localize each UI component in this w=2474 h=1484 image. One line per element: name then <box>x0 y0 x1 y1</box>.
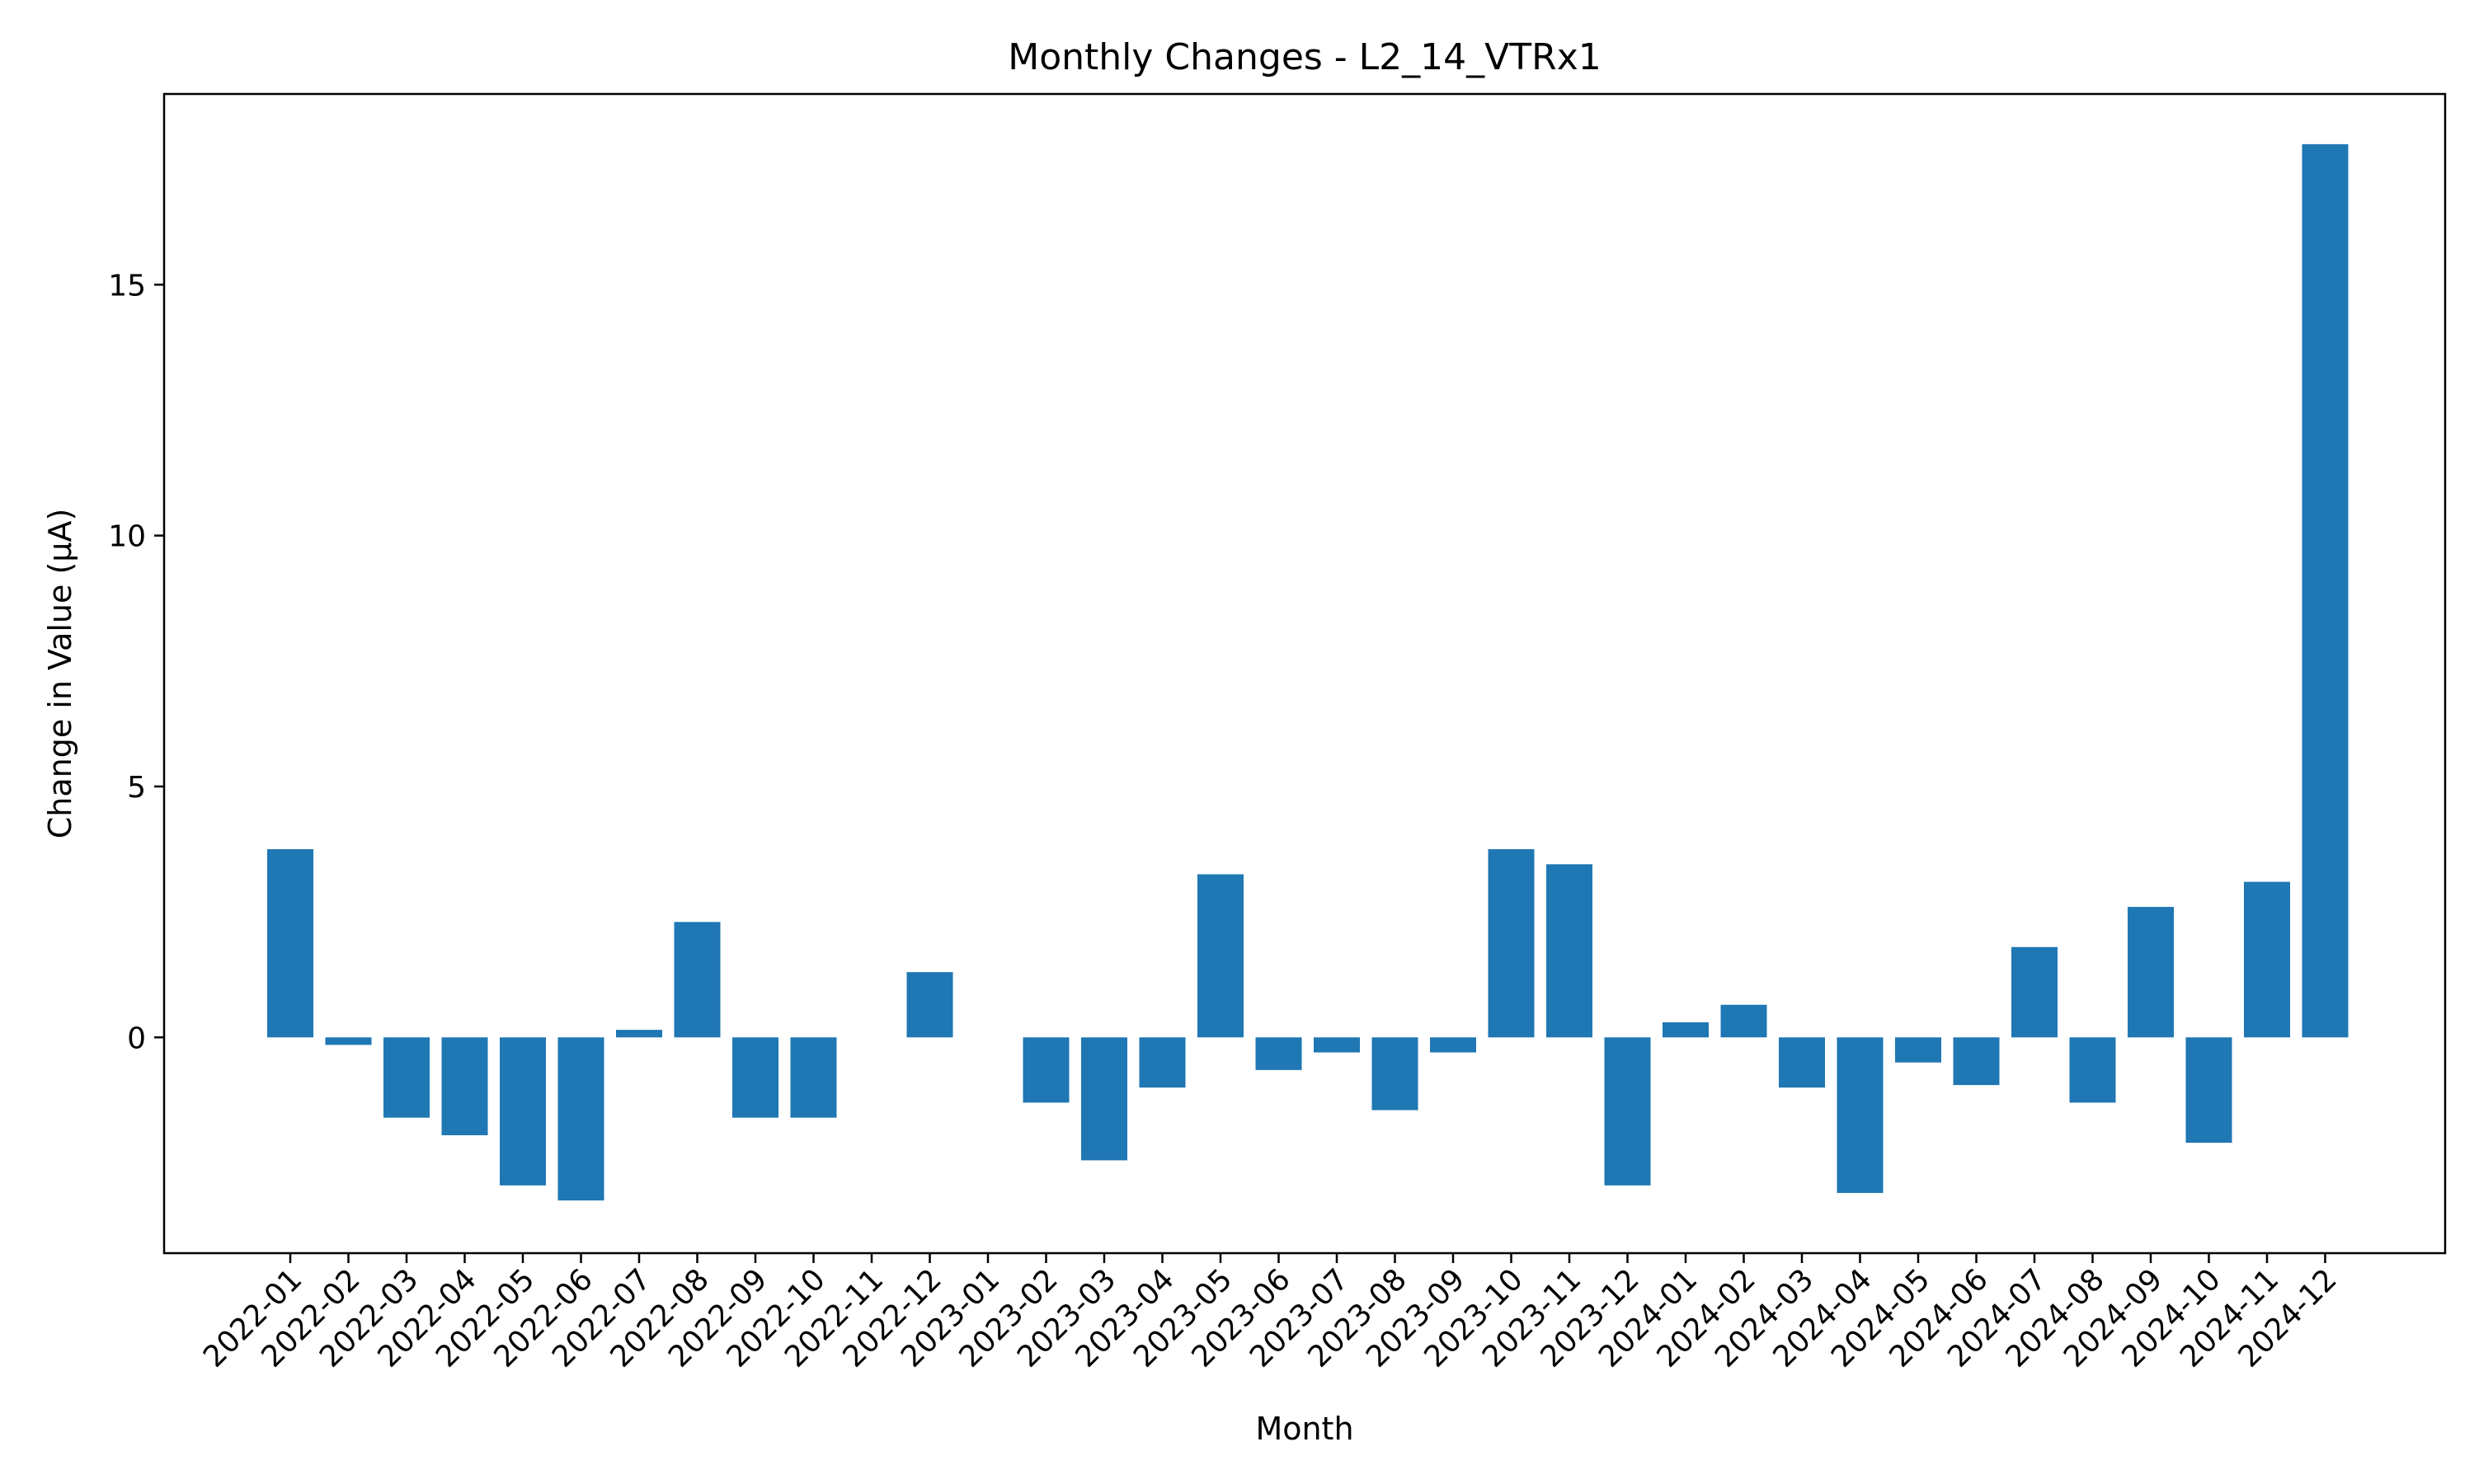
bar-2023-05 <box>1197 874 1244 1038</box>
y-tick-label: 15 <box>108 269 146 303</box>
bar-2024-04 <box>1837 1037 1884 1193</box>
bar-2024-09 <box>2128 907 2174 1038</box>
bar-2022-12 <box>906 972 953 1038</box>
y-tick-label: 5 <box>127 771 146 805</box>
bar-2024-01 <box>1663 1022 1709 1038</box>
bar-2022-02 <box>325 1037 372 1045</box>
bar-2023-08 <box>1371 1037 1418 1111</box>
chart-title: Monthly Changes - L2_14_VTRx1 <box>1008 36 1601 78</box>
bar-2022-10 <box>790 1037 837 1118</box>
y-tick-label: 10 <box>108 520 146 554</box>
bar-2023-06 <box>1255 1037 1302 1070</box>
bar-2023-04 <box>1139 1037 1186 1088</box>
x-axis-ticks: 2022-012022-022022-032022-042022-052022-… <box>197 1253 2344 1374</box>
bar-2023-03 <box>1081 1037 1127 1161</box>
bar-2022-05 <box>500 1037 546 1186</box>
bar-2024-03 <box>1779 1037 1825 1088</box>
bars-group <box>267 143 2349 1201</box>
bar-2024-07 <box>2011 946 2058 1038</box>
bar-2023-11 <box>1546 864 1592 1038</box>
plot-frame <box>162 92 2447 1255</box>
bar-2022-07 <box>616 1030 662 1038</box>
bar-2022-03 <box>383 1037 430 1118</box>
bar-2023-09 <box>1430 1037 1476 1053</box>
bar-2022-04 <box>441 1037 488 1135</box>
bar-2024-02 <box>1720 1004 1767 1038</box>
y-tick-label: 0 <box>127 1021 146 1055</box>
bar-2024-06 <box>1953 1037 2000 1086</box>
bar-2022-06 <box>557 1037 604 1201</box>
bar-2023-02 <box>1023 1037 1070 1103</box>
bar-2024-08 <box>2069 1037 2116 1103</box>
bar-2024-11 <box>2244 881 2290 1038</box>
bar-2022-08 <box>674 922 721 1038</box>
bar-2023-10 <box>1488 849 1535 1038</box>
bar-2023-12 <box>1604 1037 1651 1186</box>
y-axis-ticks: 0 5 10 15 <box>108 269 164 1055</box>
bar-2024-12 <box>2302 143 2349 1038</box>
bar-2023-07 <box>1314 1037 1360 1053</box>
x-axis-label: Month <box>1255 1411 1353 1447</box>
bar-2022-01 <box>267 849 313 1038</box>
bar-2024-10 <box>2185 1037 2232 1144</box>
bar-2022-09 <box>732 1037 778 1118</box>
bar-2024-05 <box>1895 1037 1941 1063</box>
y-axis-label: Change in Value (μA) <box>42 509 78 839</box>
